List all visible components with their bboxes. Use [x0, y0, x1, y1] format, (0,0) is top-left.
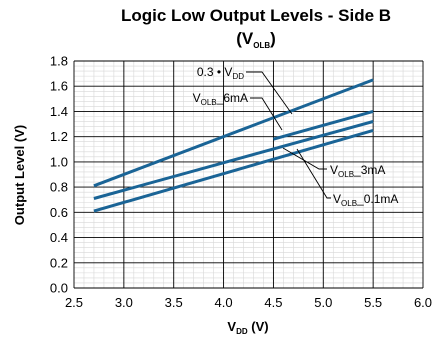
x-tick-label: 4.0: [215, 295, 233, 310]
y-tick-label: 0.8: [50, 180, 68, 195]
leader-3mA: [282, 147, 327, 170]
y-tick-label: 0.2: [50, 255, 68, 270]
series-lines: [93, 78, 374, 213]
y-tick-label: 1.8: [50, 54, 68, 69]
leader-0.3vdd: [246, 71, 293, 115]
annotation-3mA: VOLB_3mA: [330, 163, 385, 179]
y-tick-label: 1.0: [50, 154, 68, 169]
annotation-leaders: [246, 71, 331, 199]
y-tick-label: 1.2: [50, 129, 68, 144]
x-tick-label: 2.5: [65, 295, 83, 310]
chart-title-line2: (VOLB): [236, 29, 276, 50]
x-axis-label: VDD (V): [227, 319, 268, 336]
y-tick-label: 1.4: [50, 104, 68, 119]
y-tick-label: 0.4: [50, 230, 68, 245]
y-tick-label: 0.6: [50, 205, 68, 220]
annotation-6mA: VOLB_6mA: [193, 91, 248, 107]
x-tick-label: 5.0: [314, 295, 332, 310]
series-line-2: [93, 120, 374, 200]
x-tick-label: 3.5: [165, 295, 183, 310]
y-tick-label: 1.6: [50, 79, 68, 94]
series-line-0: [93, 78, 374, 188]
grid: [73, 60, 424, 289]
y-axis-label: Output Level (V): [12, 125, 27, 225]
x-tick-label: 5.5: [364, 295, 382, 310]
chart-title-line1: Logic Low Output Levels - Side B: [121, 6, 391, 25]
x-tick-label: 3.0: [115, 295, 133, 310]
x-tick-label: 4.5: [264, 295, 282, 310]
y-tick-label: 0.0: [50, 281, 68, 296]
leader-6mA: [250, 97, 283, 131]
series-line-1: [272, 109, 374, 141]
leader-0.1mA: [296, 148, 331, 199]
annotation-0.3vdd: 0.3 • VDD: [197, 65, 244, 81]
series-line-3: [93, 128, 374, 213]
x-tick-label: 6.0: [414, 295, 432, 310]
annotation-0.1mA: VOLB_0.1mA: [333, 192, 398, 208]
tick-labels: 2.5 3.0 3.5 4.0 4.5 5.0 5.5 6.0 0.0 0.2 0.4 0.6 0.8 1…: [50, 54, 432, 311]
